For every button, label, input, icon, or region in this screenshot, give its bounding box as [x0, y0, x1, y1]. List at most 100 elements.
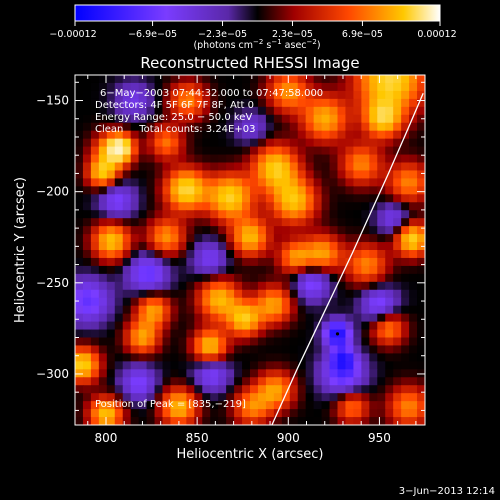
heatmap-cell — [409, 250, 418, 259]
heatmap-cell — [154, 361, 164, 370]
heatmap-cell — [114, 106, 124, 116]
heatmap-cell — [154, 202, 164, 211]
heatmap-cell — [114, 305, 124, 315]
heatmap-cell — [337, 146, 347, 156]
heatmap-cell — [154, 353, 164, 362]
heatmap-cell — [393, 75, 402, 84]
heatmap-cell — [337, 377, 347, 386]
heatmap-cell — [257, 329, 267, 339]
heatmap-cell — [82, 218, 92, 227]
heatmap-cell — [385, 146, 394, 156]
heatmap-cell — [281, 313, 291, 323]
heatmap-cell — [289, 242, 299, 251]
heatmap-cell — [194, 297, 203, 307]
heatmap-cell — [265, 186, 275, 195]
heatmap-cell — [106, 162, 116, 172]
heatmap-cell — [417, 210, 425, 219]
heatmap-cell — [162, 377, 172, 386]
heatmap-cell — [353, 257, 362, 267]
heatmap-cell — [194, 393, 203, 402]
heatmap-cell — [337, 321, 347, 331]
heatmap-cell — [138, 98, 148, 108]
heatmap-cell — [369, 75, 378, 84]
peak-dot — [335, 332, 340, 336]
heatmap-cell — [146, 194, 156, 203]
heatmap-cell — [234, 417, 243, 425]
heatmap-cell — [122, 329, 132, 339]
heatmap-cell — [361, 377, 370, 386]
heatmap-cell — [75, 273, 84, 283]
heatmap-cell — [377, 337, 386, 347]
heatmap-cell — [361, 106, 370, 116]
heatmap-cell — [226, 242, 235, 251]
heatmap-cell — [114, 257, 124, 267]
heatmap-cell — [75, 162, 84, 172]
heatmap-cell — [305, 409, 315, 418]
heatmap-cell — [289, 409, 299, 418]
heatmap-cell — [273, 297, 283, 307]
heatmap-cell — [385, 130, 394, 140]
heatmap-cell — [385, 242, 394, 251]
plot-frame — [74, 74, 426, 426]
heatmap-cell — [417, 321, 425, 331]
heatmap-cell — [146, 154, 156, 164]
heatmap-cell — [265, 353, 275, 362]
colorbar-tick-label: −0.00012 — [49, 29, 96, 40]
heatmap-cell — [106, 337, 116, 347]
heatmap-cell — [186, 98, 195, 108]
heatmap-cell — [305, 122, 315, 132]
heatmap-cell — [417, 353, 425, 362]
heatmap-cell — [401, 138, 410, 148]
heatmap-cell — [130, 242, 140, 251]
heatmap-cell — [138, 401, 148, 410]
heatmap-cell — [202, 345, 211, 354]
heatmap-cell — [138, 369, 148, 378]
heatmap-cell — [409, 409, 418, 418]
heatmap-cell — [265, 210, 275, 219]
heatmap-cell — [106, 369, 116, 378]
heatmap-cell — [329, 154, 339, 164]
heatmap-cell — [162, 186, 172, 195]
heatmap-cell — [289, 377, 299, 386]
heatmap-cell — [170, 234, 179, 243]
heatmap-cell — [361, 385, 370, 394]
heatmap-cell — [170, 226, 179, 235]
heatmap-cell — [257, 106, 267, 116]
heatmap-cell — [385, 162, 394, 172]
heatmap-cell — [257, 353, 267, 362]
heatmap-cell — [289, 321, 299, 331]
heatmap-cell — [154, 162, 164, 172]
heatmap-cell — [130, 377, 140, 386]
heatmap-cell — [377, 257, 386, 267]
heatmap-cell — [273, 234, 283, 243]
heatmap-cell — [226, 273, 235, 283]
heatmap-cell — [353, 265, 362, 275]
heatmap-cell — [393, 202, 402, 211]
heatmap-cell — [250, 122, 259, 132]
heatmap-cell — [305, 242, 315, 251]
heatmap-cell — [401, 401, 410, 410]
heatmap-cell — [90, 202, 100, 211]
heatmap-cell — [170, 75, 179, 84]
heatmap-cell — [75, 122, 84, 132]
heatmap-cell — [202, 178, 211, 187]
heatmap-cell — [273, 377, 283, 386]
heatmap-cell — [194, 361, 203, 370]
heatmap-cell — [369, 186, 378, 195]
heatmap-cell — [329, 385, 339, 394]
heatmap-cell — [257, 75, 267, 84]
heatmap-cell — [75, 281, 84, 291]
heatmap-cell — [130, 186, 140, 195]
heatmap-cell — [130, 98, 140, 108]
heatmap-cell — [226, 146, 235, 156]
heatmap-cell — [305, 234, 315, 243]
heatmap-cell — [337, 297, 347, 307]
heatmap-cell — [122, 82, 132, 92]
heatmap-cell — [82, 186, 92, 195]
heatmap-cell — [337, 369, 347, 378]
heatmap-cell — [130, 234, 140, 243]
heatmap-cell — [242, 162, 251, 172]
heatmap-cell — [265, 273, 275, 283]
heatmap-cell — [226, 401, 235, 410]
heatmap-cell — [130, 114, 140, 124]
